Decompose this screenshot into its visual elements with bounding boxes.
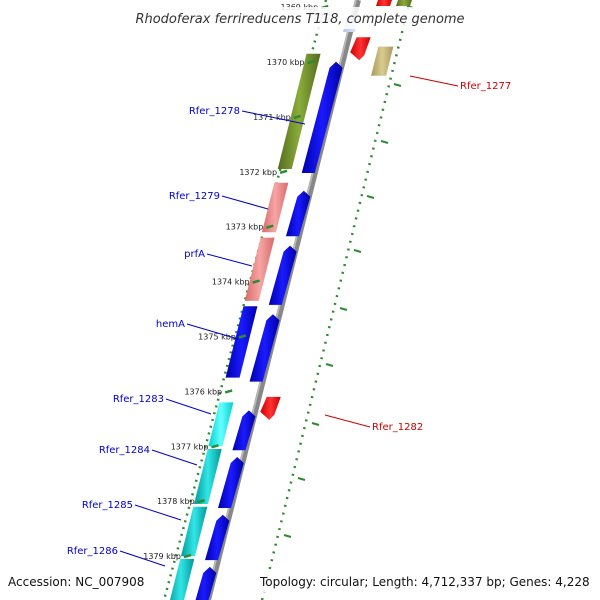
cds-block bbox=[195, 566, 217, 600]
gene-label[interactable]: hemA bbox=[156, 319, 185, 330]
leader-line bbox=[409, 75, 459, 87]
kbp-tick-label: 1379 kbp bbox=[143, 552, 181, 561]
leader-line bbox=[221, 195, 269, 210]
gene-block-Rfer_1286 bbox=[170, 558, 195, 600]
gene-labels: Rfer_1277 Rfer_1278 Rfer_1279 prfA hemA Rfer_… bbox=[67, 75, 511, 567]
gene-block-Rfer_1285 bbox=[180, 506, 208, 557]
topology-text: Topology: circular; Length: 4,712,337 bp… bbox=[259, 575, 590, 589]
gene-label[interactable]: Rfer_1284 bbox=[99, 445, 150, 456]
cds-block bbox=[285, 190, 311, 237]
leader-line bbox=[206, 253, 253, 267]
gene-block-Rfer_1279 bbox=[261, 182, 289, 233]
gene-block-hemA bbox=[225, 306, 258, 378]
leader-line bbox=[151, 449, 198, 466]
cds-block bbox=[232, 410, 256, 451]
gene-label[interactable]: Rfer_1277 bbox=[460, 81, 511, 92]
accession-backdrop bbox=[0, 570, 160, 592]
kbp-tick-mark bbox=[279, 169, 288, 175]
cds-block bbox=[301, 61, 343, 174]
cds-block bbox=[218, 457, 244, 508]
gene-label[interactable]: Rfer_1279 bbox=[169, 191, 220, 202]
gene-block-Rfer_1283 bbox=[208, 402, 234, 447]
kbp-tick-mark bbox=[224, 389, 233, 394]
gene-block-Rfer_1277 bbox=[350, 37, 371, 61]
gene-block-prfA bbox=[244, 237, 275, 301]
leader-line bbox=[134, 504, 182, 521]
kbp-tick-label: 1374 kbp bbox=[212, 278, 250, 287]
leader-line bbox=[324, 414, 371, 428]
leader-line bbox=[186, 323, 239, 340]
kbp-tick-mark bbox=[238, 334, 247, 339]
title-backdrop bbox=[120, 7, 480, 29]
feature-track bbox=[170, 37, 394, 600]
leader-line bbox=[119, 550, 166, 567]
cds-blue-track bbox=[195, 61, 343, 600]
kbp-tick-mark bbox=[293, 114, 302, 120]
cds-block bbox=[204, 514, 230, 561]
gene-label[interactable]: Rfer_1283 bbox=[113, 394, 164, 405]
kbp-tick-label: 1377 kbp bbox=[171, 442, 209, 451]
kbp-tick-label: 1378 kbp bbox=[157, 497, 195, 506]
leader-line bbox=[165, 398, 212, 415]
kbp-tick-mark bbox=[307, 59, 315, 65]
kbp-tick-label: 1373 kbp bbox=[226, 223, 264, 232]
kbp-tick-mark bbox=[252, 279, 260, 284]
map-title: Rhodoferax ferrireducens T118, complete … bbox=[135, 12, 464, 27]
kbp-tick-mark bbox=[265, 224, 274, 229]
accession-text: Accession: NC_007908 bbox=[8, 575, 144, 589]
gene-label[interactable]: Rfer_1285 bbox=[82, 500, 133, 511]
gene-block-Rfer_1278 bbox=[277, 53, 321, 170]
gene-block-Rfer_1282 bbox=[260, 396, 281, 420]
gene-label[interactable]: Rfer_1286 bbox=[67, 546, 118, 557]
gene-label[interactable]: Rfer_1278 bbox=[189, 106, 240, 117]
kbp-tick-label: 1376 kbp bbox=[184, 387, 222, 396]
gene-block-tan bbox=[371, 46, 394, 76]
gene-label[interactable]: prfA bbox=[184, 249, 205, 260]
topology-backdrop bbox=[255, 570, 600, 592]
kbp-tick-label: 1372 kbp bbox=[239, 168, 277, 177]
leader-line bbox=[241, 110, 306, 125]
kbp-tick-mark bbox=[183, 553, 192, 559]
kbp-tick-mark bbox=[211, 444, 219, 449]
cds-block bbox=[249, 314, 280, 382]
cds-block bbox=[268, 245, 297, 305]
kbp-tick-label: 1375 kbp bbox=[198, 333, 236, 342]
gene-label[interactable]: Rfer_1282 bbox=[372, 422, 423, 433]
kbp-tick-mark bbox=[197, 498, 206, 504]
gene-block-Rfer_1284 bbox=[194, 449, 222, 504]
kbp-tick-label: 1370 kbp bbox=[267, 58, 305, 67]
gc-content-track-outer bbox=[260, 0, 414, 600]
